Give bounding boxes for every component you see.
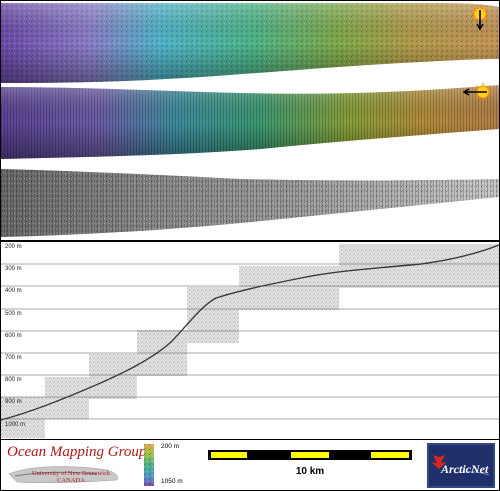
depth-label-200: 200 m	[5, 244, 22, 250]
section-divider	[1, 240, 499, 242]
omg-country: CANADA	[57, 477, 85, 484]
sun-north-arrow-icon	[471, 5, 489, 31]
sun-west-arrow-icon	[462, 83, 492, 101]
depth-label-600: 600 m	[5, 333, 22, 339]
footer-panel: Ocean Mapping Group University of New Br…	[1, 439, 499, 490]
swath-strips	[1, 3, 499, 237]
depth-color-legend	[144, 444, 154, 486]
omg-university: University of New Brunswick	[31, 470, 111, 477]
sonar-panels	[1, 244, 499, 438]
profile-graphic	[1, 244, 499, 438]
depth-label-300: 300 m	[5, 266, 22, 272]
depth-label-400: 400 m	[5, 288, 22, 294]
legend-top-label: 200 m	[161, 443, 180, 450]
depth-label-900: 900 m	[5, 399, 22, 405]
depth-label-700: 700 m	[5, 355, 22, 361]
arcticnet-logo	[427, 443, 495, 488]
depth-label-500: 500 m	[5, 311, 22, 317]
seafloor-profile-line	[1, 244, 499, 421]
omg-logo-title: Ocean Mapping Group	[7, 444, 147, 460]
depth-label-800: 800 m	[5, 377, 22, 383]
depth-gridlines	[1, 263, 499, 420]
scale-bar-label: 10 km	[295, 466, 325, 477]
legend-bottom-label: 1050 m	[161, 478, 183, 485]
scale-bar	[208, 450, 412, 460]
omg-logo-swath-icon	[8, 466, 118, 484]
depth-profile: 200 m 300 m 400 m 500 m 600 m 700 m 800 …	[1, 242, 499, 438]
depth-label-1000: 1000 m	[5, 422, 26, 428]
omg-logo-subtitle: University of New Brunswick CANADA	[29, 470, 113, 484]
arcticnet-logo-text: ArcticNet	[441, 462, 489, 476]
